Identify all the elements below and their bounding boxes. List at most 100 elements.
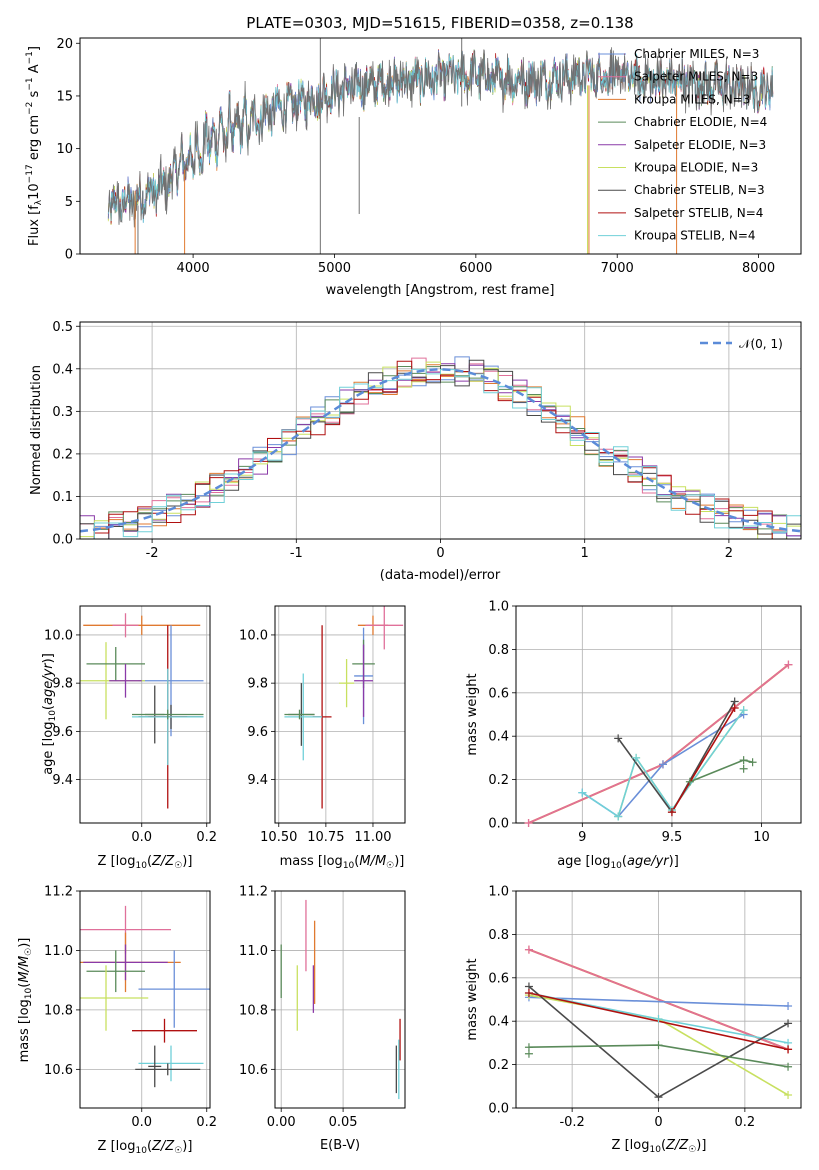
y-tick-label: 10.8 [239,1003,268,1018]
y-axis-label: Normed distribution [29,365,44,495]
series-marker [632,753,641,762]
x-tick-label: 0.2 [735,1115,756,1130]
series-marker [739,756,748,765]
y-tick-label: 9.6 [52,725,73,740]
series-marker [784,1090,793,1099]
x-tick-label: 11.00 [354,830,391,845]
y-tick-label: 1.0 [488,885,509,900]
y-tick-label: 5 [65,195,73,210]
y-tick-label: 0 [65,248,73,263]
axis-frame [79,890,211,1109]
series-line-salpeter_stelib [671,707,736,813]
massweight-vs-Z-axes: -0.2 0 0.2 0.0 0.2 0.4 0.6 0.8 1.0 [488,885,802,1130]
y-tick-label: 20 [56,37,73,52]
plot-area [80,613,204,809]
plot-area [528,663,790,823]
histogram-salpeter_stelib [80,360,801,539]
series-line-salpeter_miles [528,948,789,1051]
x-tick-label: 9 [578,830,586,845]
y-tick-label: 0.8 [488,928,509,943]
x-tick-label: 0.2 [196,1115,217,1130]
x-axis-label: Z [log10(Z/Z☉)] [98,1139,193,1156]
legend-entry: Salpeter MILES, N=3 [634,70,758,84]
plot-area [284,606,404,809]
y-tick-label: 1.0 [488,600,509,615]
legend-entry: Salpeter STELIB, N=4 [634,206,763,220]
x-tick-label: -0.2 [559,1115,584,1130]
series-line-kroupa_miles [528,663,790,823]
chart-title: PLATE=0303, MJD=51615, FIBERID=0358, z=0… [246,14,633,32]
y-tick-label: 10.6 [44,1063,73,1078]
gaussian-curve [80,367,801,533]
series-marker [614,734,623,743]
x-tick-label: 9.5 [662,830,683,845]
plot-area [107,38,774,254]
histogram-axes: -2 -1 0 1 2 0.0 0.1 0.2 0.3 0.4 0.5 [52,320,802,561]
series-marker [730,703,739,712]
y-tick-label: 0.1 [52,490,73,505]
axis-frame [79,605,211,824]
y-tick-label: 0.4 [52,362,73,377]
x-tick-label: 2 [725,546,733,561]
y-tick-label: 0.0 [488,1102,509,1117]
y-tick-label: 15 [56,89,73,104]
y-tick-label: 9.4 [52,773,73,788]
x-tick-label: 4000 [177,261,210,276]
series-marker [614,812,623,821]
y-tick-label: 11.0 [239,944,268,959]
y-tick-label: 0.0 [488,817,509,832]
mass-vs-ebv-axes: 0.00 0.05 10.6 10.8 11.0 11.2 [239,885,406,1130]
x-tick-label: -1 [290,546,303,561]
y-axis-label: mass weight [465,673,480,755]
series-marker [667,808,676,817]
y-tick-label: 0.6 [488,686,509,701]
legend-entry: Chabrier MILES, N=3 [634,47,759,61]
plot-area [280,899,401,1100]
spectrum-line-observed [107,47,774,228]
y-tick-label: 9.4 [247,773,268,788]
y-tick-label: 0.4 [488,730,509,745]
y-tick-label: 0.2 [488,773,509,788]
y-tick-label: 10 [56,142,73,157]
series-marker [784,1062,793,1071]
y-tick-label: 10.8 [44,1003,73,1018]
y-tick-label: 10.0 [44,628,73,643]
axis-frame [79,321,802,540]
y-axis-label: age [log10(age/yr)] [41,653,58,775]
axis-frame [79,37,802,255]
x-tick-label: 0 [436,546,444,561]
x-tick-label: 7000 [601,261,634,276]
y-tick-label: 0.8 [488,643,509,658]
y-tick-label: 10.0 [239,628,268,643]
y-tick-label: 9.8 [247,677,268,692]
mass-vs-Z-axes: 0.0 0.2 10.6 10.8 11.0 11.2 [44,885,217,1131]
legend-entry: Salpeter ELODIE, N=3 [634,138,766,152]
x-tick-label: 0 [654,1115,662,1130]
axis-frame [274,605,406,824]
age-vs-Z-axes: 0.0 0.2 9.4 9.6 9.8 10.0 [44,605,217,845]
series-line-salpeter_miles [528,663,789,823]
y-tick-label: 0.6 [488,971,509,986]
y-axis-label: mass weight [465,958,480,1040]
y-tick-label: 0.5 [52,320,73,335]
series-marker [658,760,667,769]
y-axis-label: mass [log10(M/M☉)] [17,938,34,1063]
series-line-chabrier_miles [528,996,789,1007]
x-tick-label: 6000 [459,261,492,276]
y-tick-label: 11.2 [44,885,73,900]
y-tick-label: 11.2 [239,885,268,900]
x-axis-label: Z [log10(Z/Z☉)] [612,1138,707,1155]
y-axis-label: Flux [fλ10−17 erg cm−2 s−1 A−1] [25,46,44,246]
series-marker [685,777,694,786]
y-tick-label: 0.0 [52,533,73,548]
y-tick-label: 9.8 [52,677,73,692]
x-tick-label: 10.75 [307,830,344,845]
series-marker [784,1045,793,1054]
legend-entry: Kroupa ELODIE, N=3 [634,161,758,175]
x-tick-label: 0.0 [131,830,152,845]
x-axis-label: (data-model)/error [380,568,501,583]
series-marker [748,758,757,767]
axis-frame [515,890,802,1109]
series-marker [739,764,748,773]
